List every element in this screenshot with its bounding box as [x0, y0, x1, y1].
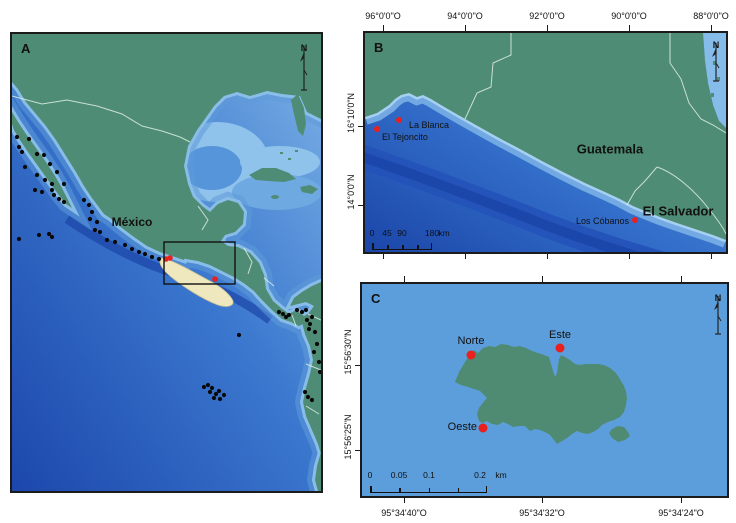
axis-label: 95°34'32"O — [519, 508, 565, 518]
axis-label: 95°34'24"O — [658, 508, 704, 518]
axis-tick — [358, 126, 364, 128]
axis-tick — [629, 253, 631, 259]
axis-tick — [542, 276, 544, 283]
north-arrow: N — [297, 44, 311, 91]
axis-tick — [547, 253, 549, 259]
caribbean-shallow — [232, 174, 321, 210]
scalebar-number: 0 — [369, 228, 375, 238]
scalebar-unit: km — [495, 470, 507, 480]
scalebar-bar — [372, 243, 432, 250]
panel-b-basemap — [365, 33, 726, 252]
axis-label: 90°0'0"O — [611, 11, 647, 21]
axis-label: 96°0'0"O — [365, 11, 401, 21]
panel-c-basemap — [362, 284, 727, 496]
axis-label: 15°56'25"N — [343, 414, 353, 460]
site-marker — [632, 217, 638, 223]
axis-tick — [547, 25, 549, 32]
axis-tick — [681, 497, 683, 503]
site-label: La Blanca — [409, 120, 450, 130]
axis-label: 88°0'0"O — [693, 11, 729, 21]
axis-tick — [629, 25, 631, 32]
site-label: Norte — [457, 335, 485, 347]
axis-label: 14°0'0"N — [346, 174, 356, 210]
panel-c-map: C 15°56'30"N 15°56'25"N 95°34'40"O 95°34'3… — [343, 276, 729, 518]
site-label: Este — [548, 329, 572, 341]
axis-label: 92°0'0"O — [529, 11, 565, 21]
island — [455, 344, 627, 444]
axis-tick — [383, 253, 385, 259]
panel-c-letter: C — [371, 291, 381, 306]
north-arrow: N — [711, 294, 725, 335]
axis-tick — [383, 25, 385, 32]
north-arrow-icon — [300, 46, 308, 91]
inset-extent-box — [163, 241, 236, 285]
country-label-mexico: México — [111, 215, 153, 229]
country-label-el-salvador: El Salvador — [642, 203, 714, 219]
north-arrow: N — [709, 41, 723, 82]
panel-a-map: A México N — [10, 32, 323, 493]
trench-core — [365, 152, 641, 252]
north-arrow-icon — [712, 43, 720, 82]
axis-tick — [404, 276, 406, 283]
axis-label: 95°34'40"O — [381, 508, 427, 518]
scalebar-number: 0.1 — [423, 470, 435, 480]
axis-tick — [355, 450, 361, 452]
country-borders — [464, 33, 726, 235]
scalebar-number: 180 — [424, 228, 440, 238]
axis-tick — [358, 205, 364, 207]
country-borders — [12, 95, 321, 415]
islet — [609, 426, 630, 442]
site-marker — [374, 126, 380, 132]
site-marker — [478, 423, 488, 433]
scalebar-number: 90 — [397, 228, 407, 238]
panel-a-basemap — [12, 34, 321, 491]
scalebar-number: 0.05 — [390, 470, 408, 480]
axis-tick — [711, 253, 713, 259]
axis-tick — [542, 497, 544, 503]
axis-label: 16°10'0"N — [346, 92, 356, 134]
scalebar-number: 0 — [367, 470, 373, 480]
scalebar-number: 0.2 — [474, 470, 486, 480]
axis-tick — [404, 497, 406, 503]
panel-b-letter: B — [374, 40, 384, 55]
scalebar-unit: km — [438, 228, 450, 238]
site-label: Oeste — [447, 421, 477, 433]
north-arrow-icon — [714, 296, 722, 335]
panel-a-letter: A — [21, 41, 31, 56]
country-label-guatemala: Guatemala — [576, 141, 644, 157]
axis-tick — [465, 25, 467, 32]
axis-label: 15°56'30"N — [343, 329, 353, 375]
occurrence-dots — [14, 134, 321, 403]
axis-tick — [465, 253, 467, 259]
site-marker — [466, 350, 476, 360]
axis-tick — [355, 365, 361, 367]
panel-b-map: B Guatemala El Salvador 96°0'0"O 94°0'0"O… — [346, 11, 729, 259]
axis-label: 94°0'0"O — [447, 11, 483, 21]
scalebar-number: 45 — [382, 228, 392, 238]
scalebar-bar — [370, 486, 487, 493]
gulf-of-mexico-mid — [182, 146, 242, 190]
axis-tick — [711, 25, 713, 32]
site-label: Los Cóbanos — [575, 216, 629, 226]
axis-tick — [681, 276, 683, 283]
belize-cays — [711, 61, 720, 97]
caribbean-islands — [249, 150, 318, 199]
highlight-region-polygon — [159, 257, 234, 307]
site-marker — [396, 117, 402, 123]
site-marker — [555, 343, 565, 353]
site-label: El Tejoncito — [382, 132, 428, 142]
